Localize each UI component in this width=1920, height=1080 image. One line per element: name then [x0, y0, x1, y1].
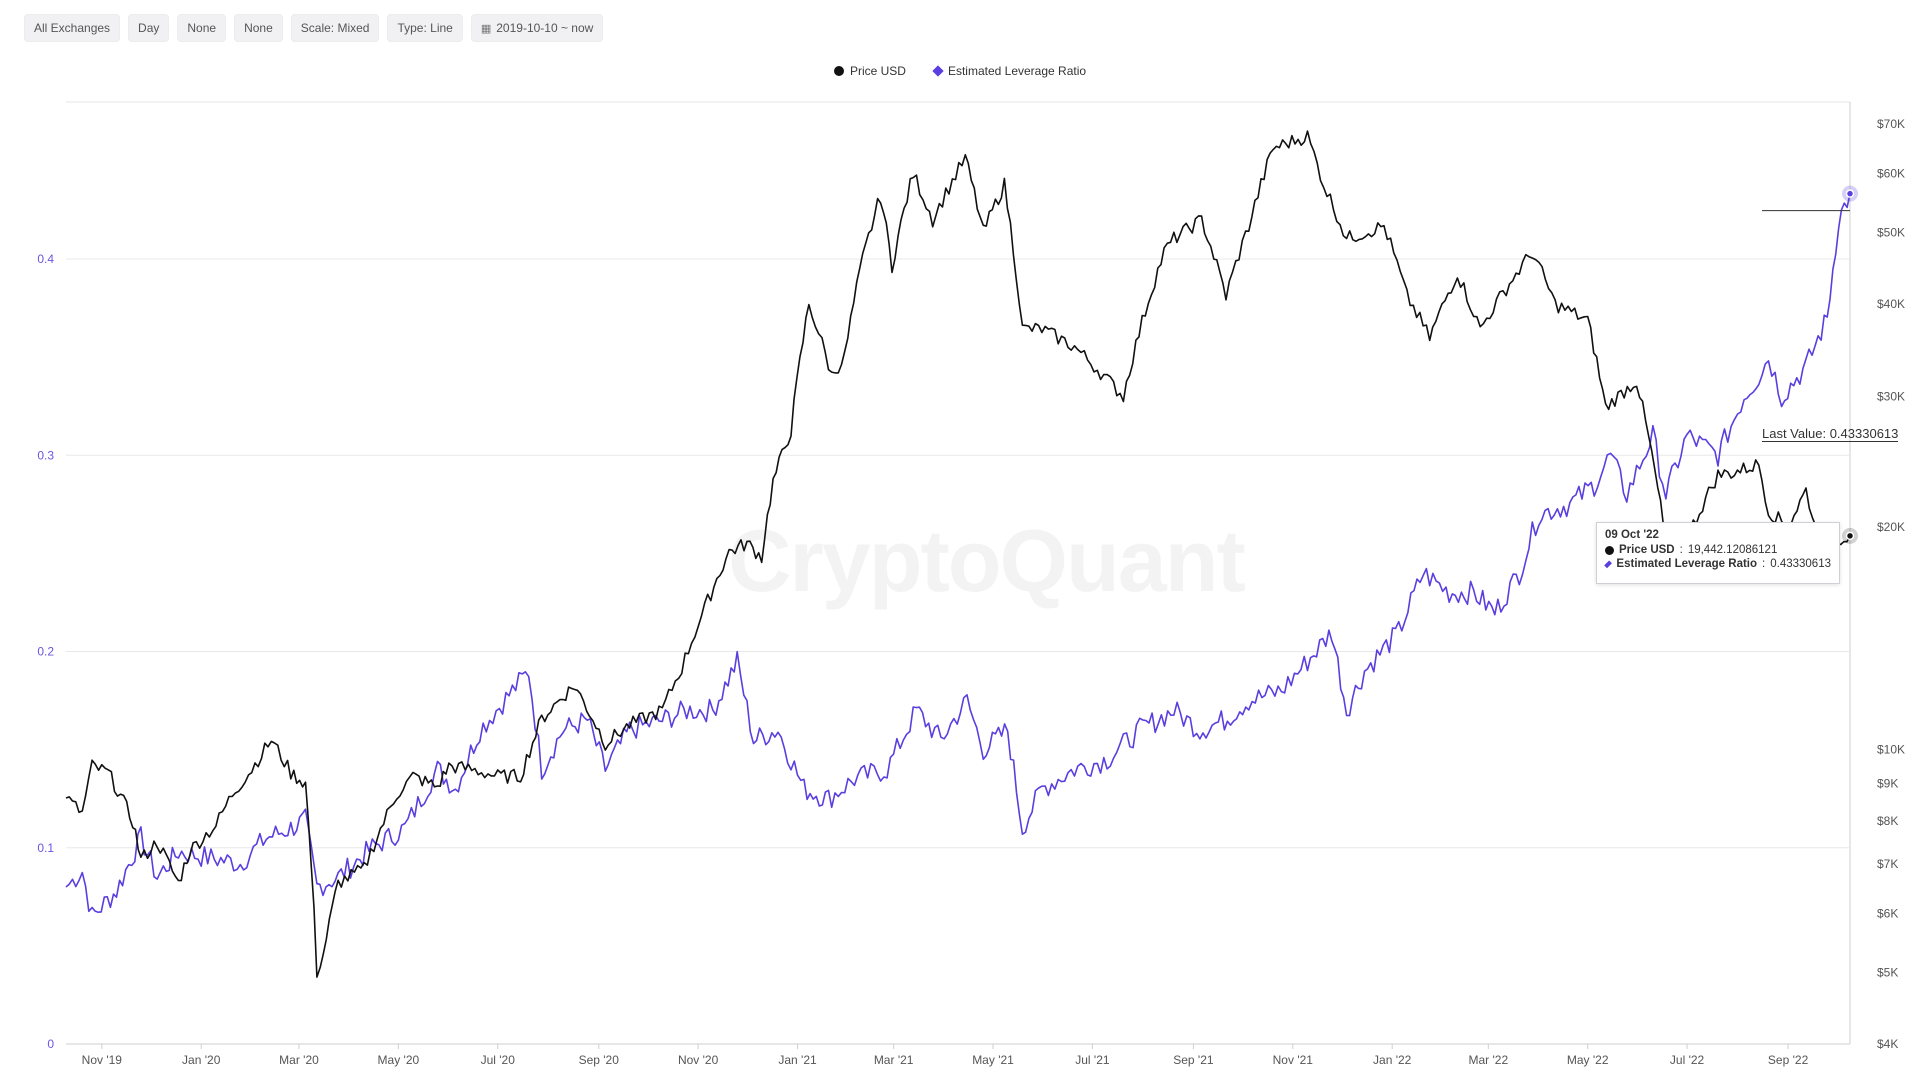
right-tick-label: $70K: [1877, 117, 1905, 131]
chart-tooltip: 09 Oct '22 Price USD: 19,442.12086121 Es…: [1596, 522, 1840, 584]
right-tick-label: $9K: [1877, 776, 1898, 790]
x-tick-label: Mar '22: [1468, 1053, 1508, 1067]
price-usd-line: [65, 130, 1851, 978]
tooltip-row-price: Price USD: 19,442.12086121: [1605, 544, 1831, 556]
right-tick-label: $60K: [1877, 167, 1905, 181]
right-tick-label: $10K: [1877, 743, 1905, 757]
x-axis: Nov '19 Jan '20 Mar '20 May '20 Jul '20 Sep '…: [82, 1044, 1809, 1067]
date-range-picker[interactable]: ▦ 2019-10-10 ~ now: [470, 14, 604, 42]
right-tick-label: $20K: [1877, 520, 1905, 534]
right-axis: $4K $5K $6K $7K $8K $9K $10K $20K $30K $40K $50K $6…: [1877, 117, 1905, 1051]
right-tick-label: $40K: [1877, 297, 1905, 311]
tooltip-ratio-value: 0.43330613: [1770, 558, 1831, 570]
chart-type-select[interactable]: Type: Line: [387, 14, 463, 42]
x-tick-label: Sep '20: [579, 1053, 620, 1067]
left-tick-label: 0.3: [37, 448, 54, 462]
left-tick-label: 0: [47, 1037, 54, 1051]
last-value-title: Last Value: [1762, 426, 1823, 441]
right-tick-label: $5K: [1877, 965, 1898, 979]
price-hover-point: [1845, 531, 1855, 541]
circle-marker-icon: [1605, 545, 1614, 555]
tooltip-row-leverage: Estimated Leverage Ratio: 0.43330613: [1604, 558, 1831, 570]
x-tick-label: Jan '20: [182, 1053, 221, 1067]
legend-item-leverage[interactable]: Estimated Leverage Ratio: [932, 64, 1087, 78]
chart-legend: Price USD Estimated Leverage Ratio: [0, 64, 1920, 78]
x-tick-label: May '22: [1567, 1053, 1609, 1067]
hover-markers: [1762, 185, 1858, 544]
right-tick-label: $7K: [1877, 857, 1898, 871]
right-tick-label: $8K: [1877, 814, 1898, 828]
diamond-marker-icon: [1604, 559, 1613, 569]
sma-select[interactable]: None: [177, 14, 227, 42]
x-tick-label: Mar '21: [874, 1053, 914, 1067]
tooltip-price-value: 19,442.12086121: [1687, 544, 1778, 556]
left-axis: 0 0.1 0.2 0.3 0.4: [37, 252, 54, 1051]
right-tick-label: $30K: [1877, 389, 1905, 403]
left-tick-label: 0.4: [37, 252, 54, 266]
exchange-select[interactable]: All Exchanges: [24, 14, 121, 42]
x-tick-label: Nov '20: [678, 1053, 719, 1067]
x-tick-label: May '20: [378, 1053, 420, 1067]
circle-marker-icon: [833, 66, 844, 76]
x-tick-label: Sep '21: [1173, 1053, 1214, 1067]
x-tick-label: Nov '19: [82, 1053, 123, 1067]
date-range-label: 2019-10-10 ~ now: [496, 21, 594, 35]
last-value-number: 0.43330613: [1829, 426, 1899, 441]
tooltip-price-label: Price USD: [1619, 544, 1675, 556]
leverage-ratio-line: [65, 193, 1851, 914]
gridlines: [66, 101, 1851, 1045]
legend-item-price[interactable]: Price USD: [833, 64, 906, 78]
window-select[interactable]: Day: [128, 14, 170, 42]
x-tick-label: Jan '22: [1373, 1053, 1412, 1067]
series-lines: [65, 130, 1851, 978]
watermark: CryptoQuant: [728, 510, 1246, 612]
right-tick-label: $4K: [1877, 1037, 1898, 1051]
last-value-label: Last Value: 0.43330613: [1762, 426, 1899, 442]
x-tick-label: Mar '20: [279, 1053, 319, 1067]
x-tick-label: Jan '21: [778, 1053, 817, 1067]
legend-label-price: Price USD: [849, 64, 906, 78]
normalize-select[interactable]: None: [234, 14, 283, 42]
right-tick-label: $6K: [1877, 907, 1898, 921]
x-tick-label: Jul '21: [1075, 1053, 1110, 1067]
x-tick-label: Jul '22: [1670, 1053, 1705, 1067]
left-tick-label: 0.2: [37, 645, 54, 659]
left-tick-label: 0.1: [37, 841, 54, 855]
scale-select[interactable]: Scale: Mixed: [290, 14, 380, 42]
toolbar: All Exchanges Day None None Scale: Mixed…: [24, 14, 604, 42]
x-tick-label: May '21: [972, 1053, 1014, 1067]
leverage-hover-point: [1845, 189, 1855, 198]
tooltip-date: 09 Oct '22: [1605, 529, 1659, 541]
legend-label-leverage: Estimated Leverage Ratio: [947, 64, 1087, 78]
x-tick-label: Nov '21: [1273, 1053, 1314, 1067]
x-tick-label: Sep '22: [1768, 1053, 1809, 1067]
right-tick-label: $50K: [1877, 225, 1905, 239]
x-tick-label: Jul '20: [481, 1053, 516, 1067]
tooltip-ratio-label: Estimated Leverage Ratio: [1616, 558, 1758, 570]
calendar-icon: ▦: [480, 23, 492, 35]
